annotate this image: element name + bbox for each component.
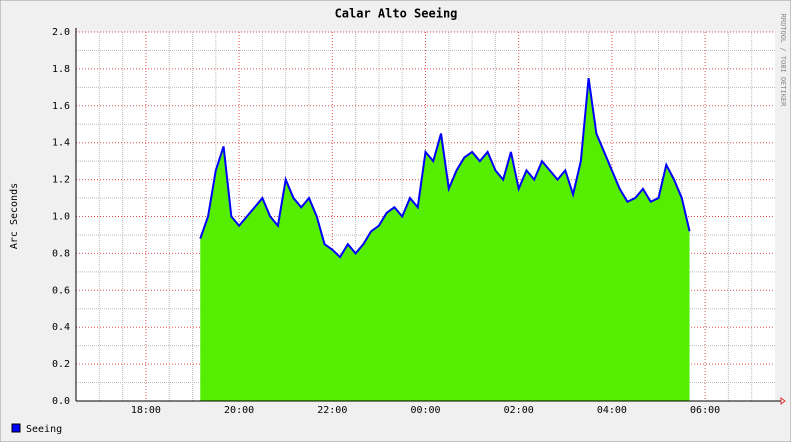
x-tick-label: 02:00 xyxy=(504,405,534,416)
x-tick-label: 06:00 xyxy=(690,405,720,416)
credit: RRDTOOL / TOBI OETIKER xyxy=(779,14,787,108)
legend-swatch xyxy=(11,423,21,433)
y-tick-label: 0.4 xyxy=(52,322,70,333)
y-tick-label: 1.2 xyxy=(52,175,70,186)
y-tick-label: 1.4 xyxy=(52,138,70,149)
seeing-line xyxy=(199,77,691,259)
seeing-area xyxy=(200,78,690,401)
x-tick-label: 18:00 xyxy=(131,405,161,416)
y-tick-label: 1.8 xyxy=(52,64,70,75)
x-tick-label: 04:00 xyxy=(597,405,627,416)
y-tick-label: 1.6 xyxy=(52,101,70,112)
chart-title: Calar Alto Seeing xyxy=(335,7,458,21)
x-tick-label: 20:00 xyxy=(224,405,254,416)
y-axis-label: Arc Seconds xyxy=(9,183,20,249)
x-tick-label: 00:00 xyxy=(410,405,440,416)
x-axis-arrow xyxy=(780,397,786,405)
y-tick-label: 0.0 xyxy=(52,396,70,407)
y-tick-label: 0.6 xyxy=(52,285,70,296)
legend-label: Seeing xyxy=(26,424,62,435)
y-tick-label: 0.2 xyxy=(52,359,70,370)
y-tick-label: 2.0 xyxy=(52,27,70,38)
y-tick-label: 1.0 xyxy=(52,212,70,223)
x-tick-label: 22:00 xyxy=(317,405,347,416)
y-tick-label: 0.8 xyxy=(52,248,70,259)
